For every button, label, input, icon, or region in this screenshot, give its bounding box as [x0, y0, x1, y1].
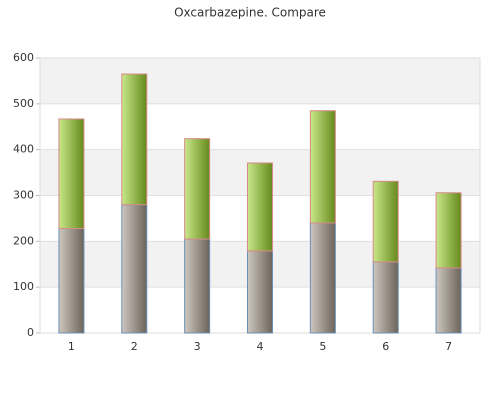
bar — [372, 180, 399, 263]
y-tick-label: 0 — [27, 326, 34, 339]
y-tick-label: 300 — [13, 189, 34, 202]
grid-band — [40, 58, 480, 104]
bar — [121, 73, 148, 206]
y-tick-label: 100 — [13, 280, 34, 293]
bar — [58, 118, 85, 229]
bar — [58, 228, 85, 334]
bar — [121, 204, 148, 334]
x-tick-label: 4 — [257, 340, 264, 353]
x-tick-label: 3 — [194, 340, 201, 353]
y-tick-label: 400 — [13, 143, 34, 156]
bar — [309, 110, 336, 224]
bar — [435, 192, 462, 269]
x-tick-label: 2 — [131, 340, 138, 353]
chart-title: Oxcarbazepine. Compare — [174, 6, 326, 20]
x-tick-label: 6 — [382, 340, 389, 353]
bar — [184, 138, 211, 240]
bar — [247, 250, 273, 334]
x-tick-label: 1 — [68, 340, 75, 353]
bar — [184, 238, 211, 334]
y-tick-label: 600 — [13, 51, 34, 64]
bar — [247, 162, 273, 252]
bar — [372, 261, 399, 334]
bar — [435, 267, 462, 334]
y-tick-label: 500 — [13, 97, 34, 110]
x-tick-label: 7 — [445, 340, 452, 353]
y-tick-label: 200 — [13, 234, 34, 247]
x-tick-label: 5 — [319, 340, 326, 353]
bar — [309, 222, 336, 334]
